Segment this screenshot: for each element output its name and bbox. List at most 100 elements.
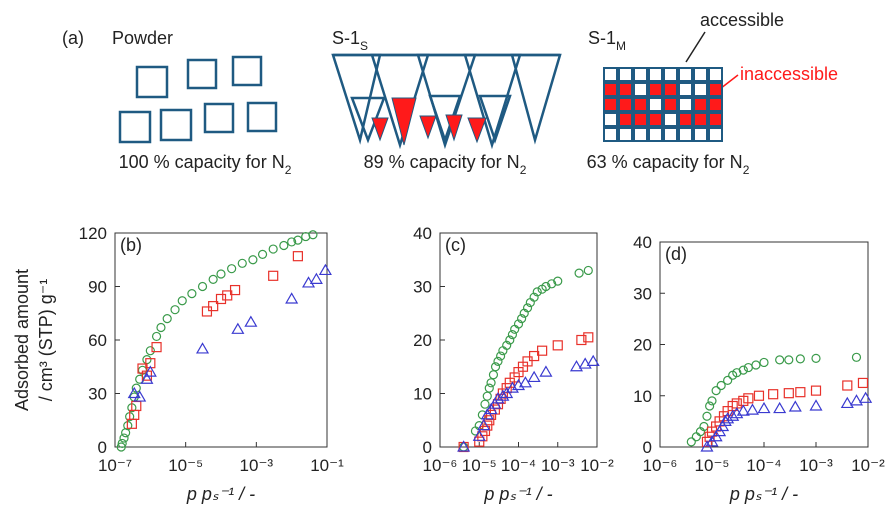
point [586, 354, 600, 366]
cell [633, 67, 648, 82]
point [201, 306, 213, 317]
point [287, 237, 297, 247]
cell [618, 127, 633, 142]
cell [693, 67, 708, 82]
point [795, 354, 805, 364]
point [527, 370, 541, 383]
point [711, 386, 721, 396]
point [231, 322, 245, 334]
x-tick-label: 10⁻² [580, 456, 614, 475]
x-axis-label: p pₛ⁻¹ / - [483, 484, 552, 504]
point [502, 340, 512, 350]
cell [648, 67, 663, 82]
point [768, 389, 779, 400]
s1s-title: S-1S [332, 28, 368, 53]
point [583, 332, 594, 343]
point [142, 355, 152, 365]
y-tick-label: 10 [633, 387, 652, 406]
cell [693, 127, 708, 142]
point [216, 269, 226, 279]
cell [678, 82, 693, 97]
y-axis-label: / cm³ (STP) g⁻¹ [36, 279, 56, 402]
point [505, 381, 519, 393]
point [484, 383, 494, 393]
panel-label: (d) [665, 244, 687, 264]
point [745, 403, 760, 415]
inaccessible-cell [603, 82, 618, 97]
point [143, 365, 157, 377]
inaccessible [445, 114, 463, 142]
point [686, 437, 696, 447]
powder-squares [118, 55, 278, 144]
point [229, 284, 241, 296]
title-main: S-1 [332, 28, 360, 48]
point [552, 340, 563, 351]
inaccessible-cell [618, 82, 633, 97]
point [849, 394, 864, 406]
point [757, 401, 771, 414]
powder-caption: 100 % capacity for N2 [119, 152, 292, 177]
point [133, 390, 147, 402]
point [859, 391, 873, 403]
x-tick-label: 10⁻⁴ [501, 456, 536, 475]
s1s-crystals [331, 53, 562, 150]
plot-frame [114, 232, 328, 448]
cell [648, 97, 663, 112]
point [208, 274, 218, 284]
pointer [685, 31, 706, 63]
s1s-caption: 89 % capacity for N2 [364, 152, 527, 177]
particle [203, 102, 235, 134]
inaccessible-cell [708, 82, 723, 97]
point [292, 251, 303, 262]
point [457, 440, 471, 452]
point [474, 436, 485, 447]
x-axis-label: p pₛ⁻¹ / - [729, 484, 798, 504]
caption-main: 89 % capacity for N [364, 152, 520, 172]
inaccessible-cell [648, 82, 663, 97]
point [691, 432, 701, 442]
point [541, 281, 551, 292]
point [788, 400, 802, 412]
point [279, 240, 289, 251]
point [145, 346, 155, 356]
point [553, 276, 563, 286]
point [197, 281, 208, 292]
title-sub: S [360, 39, 368, 53]
point [775, 355, 785, 365]
point [578, 357, 592, 369]
point [532, 287, 542, 297]
inaccessible-cell [663, 97, 678, 112]
point [496, 351, 506, 361]
panel-label: (b) [120, 235, 142, 255]
point [496, 389, 510, 401]
y-tick-label: 60 [88, 331, 107, 350]
point [517, 314, 527, 324]
inaccessible-cell [633, 112, 648, 127]
s1m-grid [603, 67, 723, 142]
point [547, 279, 557, 289]
point [486, 378, 496, 388]
point [732, 368, 742, 378]
powder-title: Powder [112, 28, 173, 48]
point [505, 335, 515, 345]
y-tick-label: 0 [423, 438, 432, 457]
point [539, 365, 553, 377]
point [285, 292, 299, 304]
x-tick-label: 10⁻⁶ [643, 456, 678, 475]
particle [186, 58, 218, 90]
cell [633, 82, 648, 97]
inaccessible [419, 115, 437, 140]
point [131, 400, 142, 412]
x-tick-label: 10⁻³ [541, 456, 575, 475]
cell [678, 97, 693, 112]
point [773, 401, 787, 414]
x-axis-label: p pₛ⁻¹ / - [186, 484, 255, 504]
y-tick-label: 30 [633, 284, 652, 303]
x-tick-label: 10⁻⁵ [462, 456, 497, 475]
y-tick-label: 0 [98, 438, 107, 457]
point [482, 391, 492, 401]
point [257, 249, 268, 259]
point [574, 268, 584, 278]
inaccessible-cell [693, 97, 708, 112]
